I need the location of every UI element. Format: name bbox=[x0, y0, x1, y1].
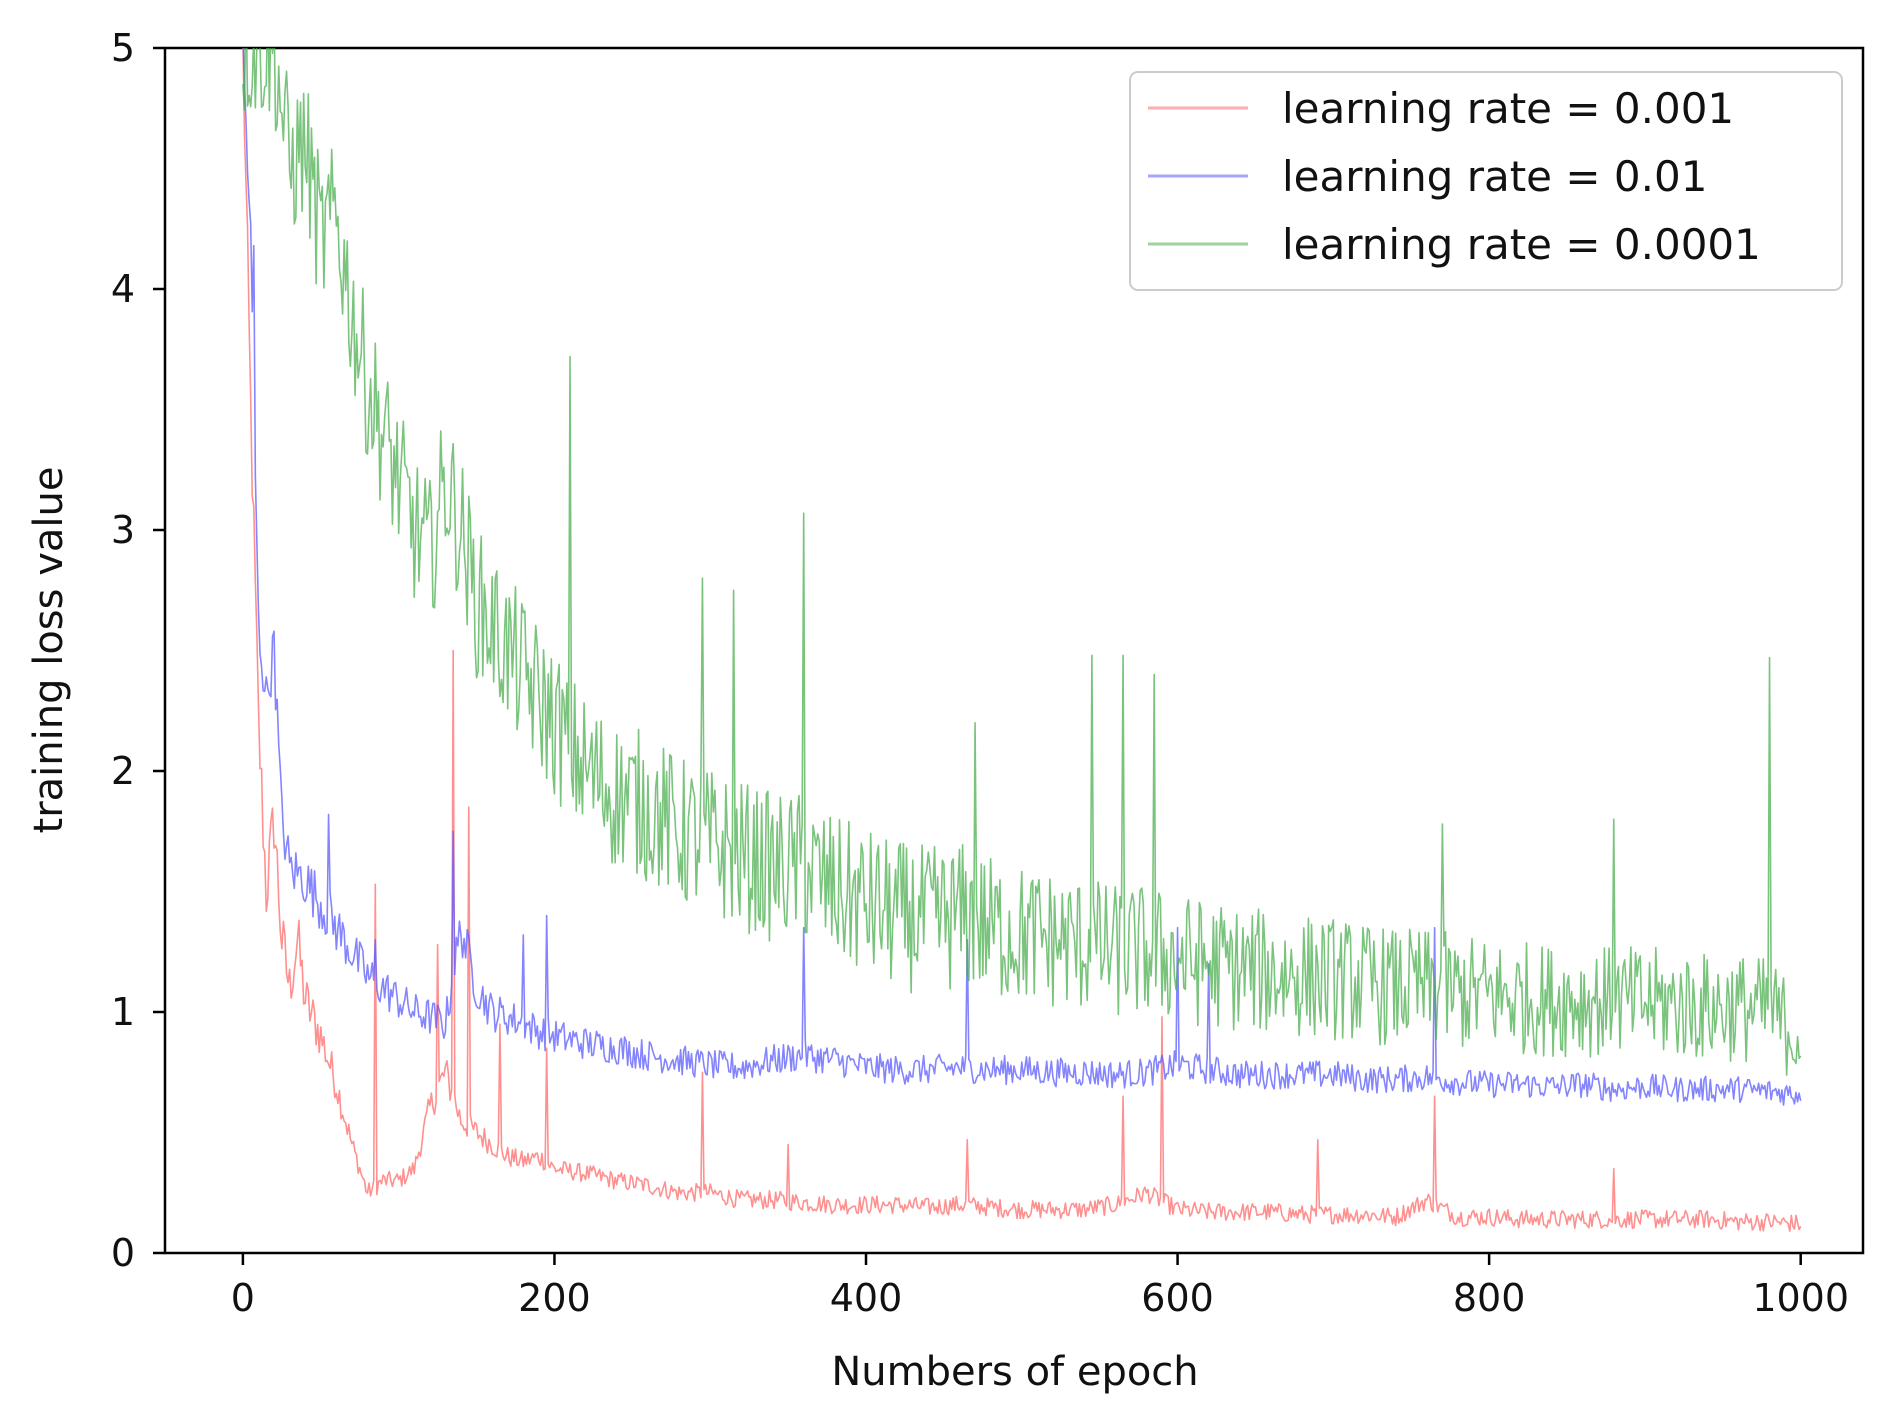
y-tick-label: 2 bbox=[111, 749, 135, 793]
x-tick-label: 400 bbox=[830, 1276, 903, 1320]
series-line-2 bbox=[242, 48, 1802, 1106]
x-tick-label: 200 bbox=[518, 1276, 591, 1320]
x-tick-label: 600 bbox=[1141, 1276, 1214, 1320]
y-tick-label: 0 bbox=[111, 1231, 135, 1275]
x-tick-label: 1000 bbox=[1752, 1276, 1849, 1320]
x-axis-title: Numbers of epoch bbox=[831, 1349, 1198, 1395]
x-tick-label: 800 bbox=[1453, 1276, 1526, 1320]
legend-label-3: learning rate = 0.0001 bbox=[1282, 220, 1761, 269]
series-line-1 bbox=[242, 48, 1802, 1232]
y-tick-label: 1 bbox=[111, 990, 135, 1034]
series-layer bbox=[242, 48, 1802, 1232]
legend-box bbox=[1129, 71, 1843, 291]
ticks-layer: 0 200 400 600 800 1000 0 1 2 3 4 5 bbox=[111, 26, 1849, 1320]
legend-label-2: learning rate = 0.01 bbox=[1282, 152, 1707, 201]
series-line-3 bbox=[242, 48, 1802, 1076]
y-tick-label: 3 bbox=[111, 508, 135, 552]
y-tick-label: 4 bbox=[111, 267, 135, 311]
x-tick-label: 0 bbox=[231, 1276, 255, 1320]
y-tick-label: 5 bbox=[111, 26, 135, 70]
legend-label-1: learning rate = 0.001 bbox=[1282, 84, 1734, 133]
plot-area-border bbox=[163, 46, 1865, 1255]
legend: learning rate = 0.001 learning rate = 0.0… bbox=[1129, 71, 1843, 291]
y-axis-title: training loss value bbox=[26, 467, 72, 834]
